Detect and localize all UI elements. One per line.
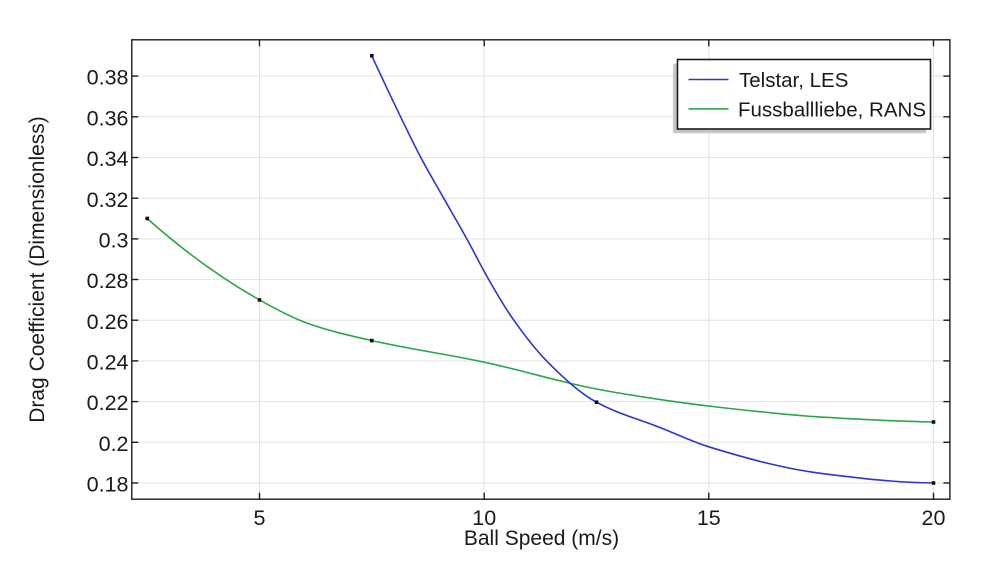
svg-text:0.28: 0.28 [87,269,129,293]
svg-text:0.32: 0.32 [87,188,129,212]
svg-text:10: 10 [472,506,496,530]
svg-text:0.3: 0.3 [99,229,129,253]
svg-text:0.22: 0.22 [87,391,129,415]
svg-text:Fussballliebe, RANS: Fussballliebe, RANS [738,98,926,121]
svg-text:20: 20 [922,506,946,530]
svg-text:15: 15 [697,506,721,530]
svg-text:0.36: 0.36 [87,106,129,130]
svg-text:Ball Speed (m/s): Ball Speed (m/s) [464,527,619,550]
svg-text:0.26: 0.26 [87,310,129,334]
svg-text:Drag Coefficient (Dimensionles: Drag Coefficient (Dimensionless) [26,116,49,423]
svg-text:0.24: 0.24 [87,351,129,375]
svg-text:5: 5 [254,506,266,530]
svg-text:0.18: 0.18 [87,473,129,497]
svg-text:0.38: 0.38 [87,66,129,90]
svg-text:0.2: 0.2 [99,432,129,456]
svg-text:Telstar, LES: Telstar, LES [739,69,848,92]
svg-text:0.34: 0.34 [87,147,129,171]
